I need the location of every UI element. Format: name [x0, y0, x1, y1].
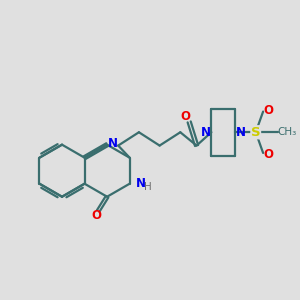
Text: O: O: [181, 110, 190, 123]
Text: O: O: [92, 209, 102, 222]
Text: N: N: [136, 177, 146, 190]
Text: S: S: [251, 126, 260, 139]
Text: O: O: [263, 148, 273, 160]
Text: CH₃: CH₃: [277, 127, 296, 137]
Text: H: H: [144, 182, 152, 192]
Text: N: N: [107, 137, 117, 150]
Text: O: O: [263, 104, 273, 117]
Text: N: N: [200, 126, 210, 139]
Text: N: N: [236, 126, 246, 139]
